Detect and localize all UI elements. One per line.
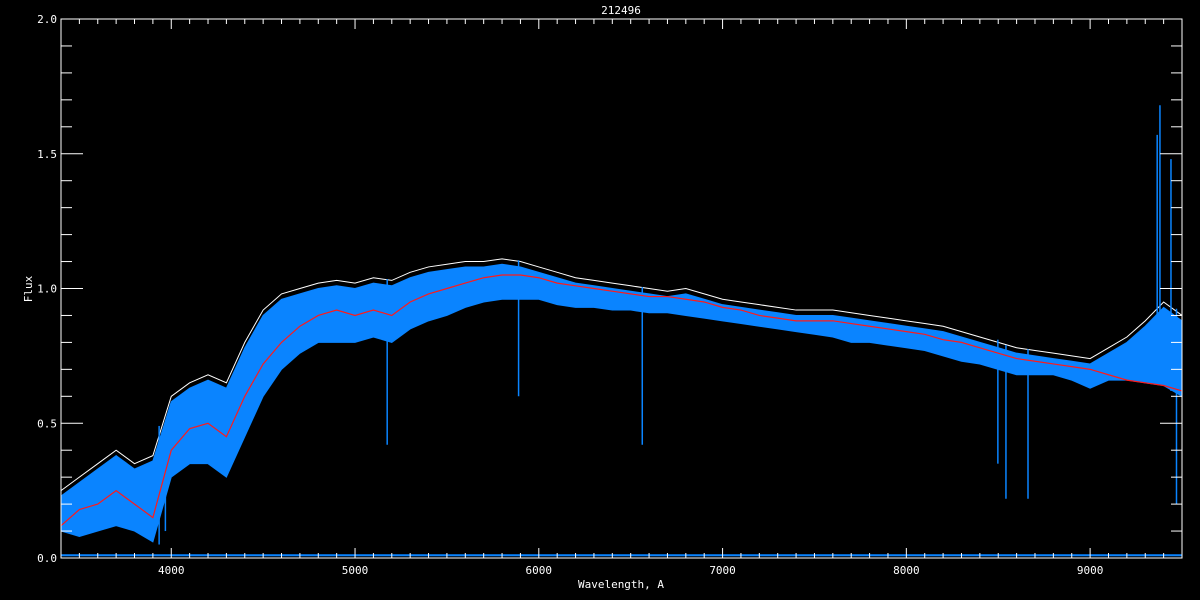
y-tick-label: 0.0	[37, 552, 57, 565]
x-tick-label: 9000	[1077, 564, 1104, 577]
x-tick-label: 6000	[526, 564, 553, 577]
axes: 4000 5000 6000 7000 8000 9000 0.0 0.5 1.0 1.5 2.0	[37, 13, 1183, 577]
observed-spectrum-band	[60, 263, 1183, 543]
x-tick-label: 4000	[158, 564, 185, 577]
model-spectrum-line	[60, 274, 1183, 527]
y-tick-label: 0.5	[37, 417, 57, 430]
y-tick-label: 1.5	[37, 148, 57, 161]
observed-upper-line	[60, 258, 1183, 492]
x-tick-label: 7000	[709, 564, 736, 577]
x-axis-label: Wavelength, A	[578, 578, 664, 591]
chart-title: 212496	[601, 4, 641, 17]
plot-area	[60, 105, 1183, 557]
y-tick-label: 1.0	[37, 283, 57, 296]
y-axis-label: Flux	[22, 275, 35, 302]
y-tick-label: 2.0	[37, 13, 57, 26]
x-tick-label: 8000	[893, 564, 920, 577]
x-tick-label: 5000	[342, 564, 369, 577]
plot-frame	[60, 18, 1183, 559]
